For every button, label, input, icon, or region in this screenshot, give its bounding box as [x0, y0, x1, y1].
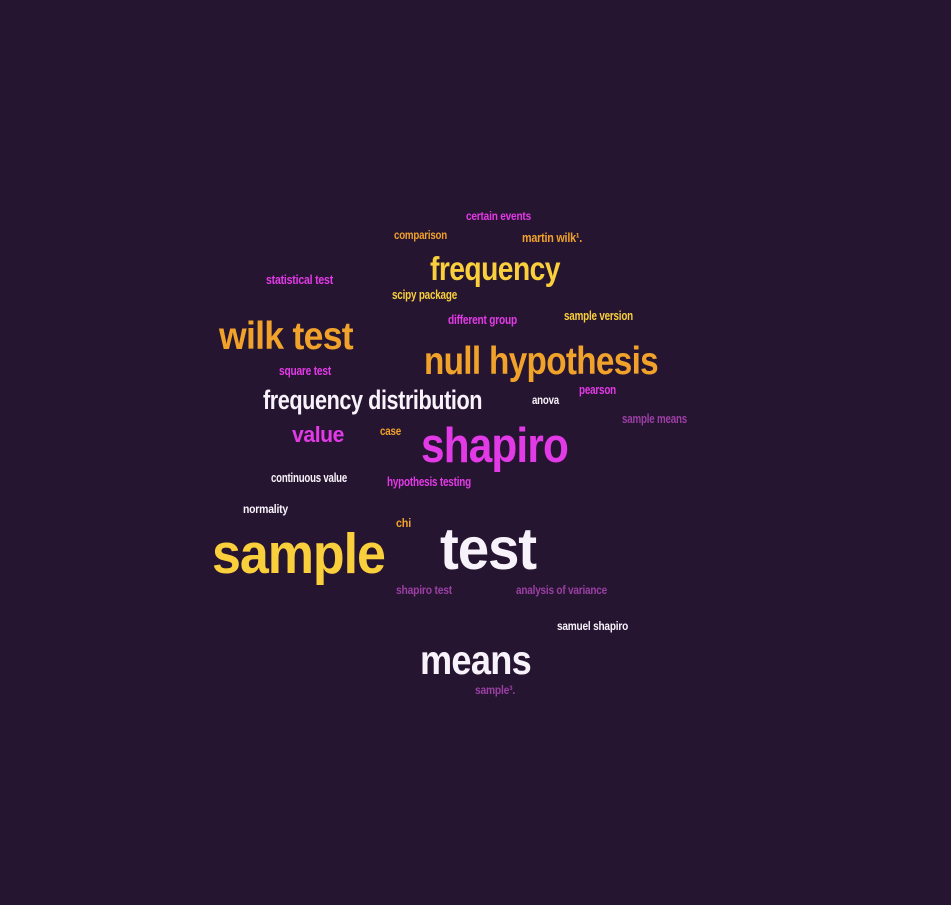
word: pearson	[579, 382, 617, 397]
word: means	[420, 637, 532, 683]
word: case	[380, 424, 402, 438]
word: square test	[279, 363, 332, 378]
word: continuous value	[271, 470, 348, 485]
word: wilk test	[219, 315, 354, 358]
word: samuel shapiro	[557, 619, 629, 633]
word: analysis of variance	[516, 583, 608, 597]
word: hypothesis testing	[387, 474, 471, 489]
word: scipy package	[392, 287, 457, 302]
word: sample	[212, 522, 386, 586]
word: sample version	[564, 308, 634, 323]
word: chi	[396, 516, 411, 530]
word: frequency	[430, 250, 560, 287]
word: value	[292, 422, 345, 447]
word: anova	[532, 393, 559, 407]
word: certain events	[466, 209, 531, 223]
word: different group	[448, 312, 517, 327]
word: sample³.	[475, 683, 515, 697]
word: frequency distribution	[263, 385, 483, 415]
word: martin wilk¹.	[522, 230, 583, 245]
word: statistical test	[266, 272, 334, 287]
word: null hypothesis	[424, 340, 659, 383]
word: sample means	[622, 411, 688, 426]
word: shapiro test	[396, 583, 453, 597]
word: test	[440, 516, 537, 582]
word: comparison	[394, 228, 448, 242]
word: shapiro	[421, 419, 569, 473]
word: normality	[243, 502, 289, 516]
